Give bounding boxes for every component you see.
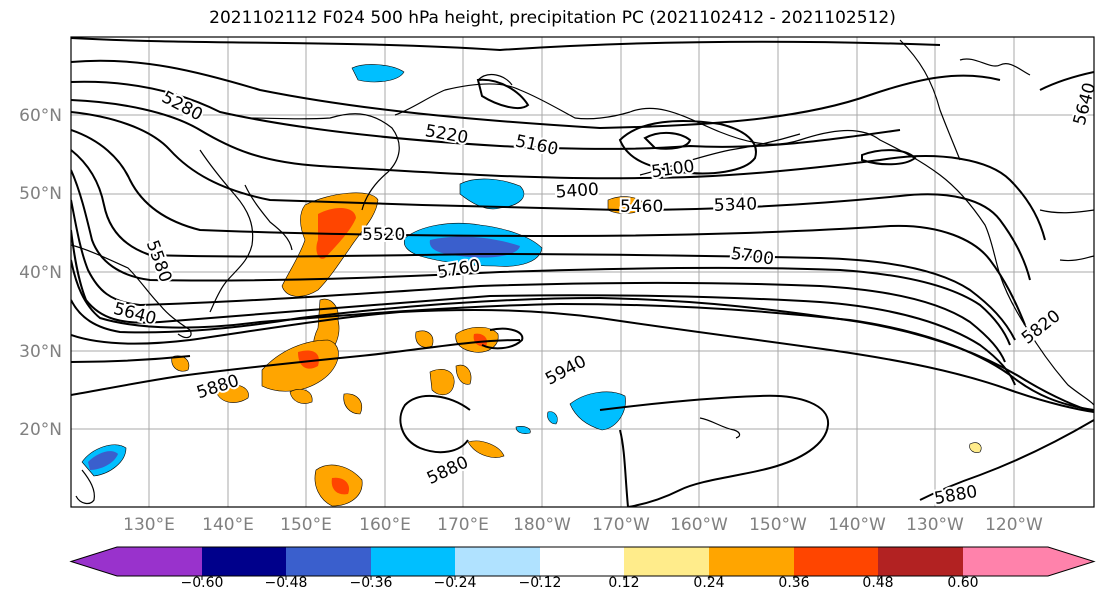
lon-label: 160°E: [359, 515, 411, 535]
precip-patch: [343, 393, 363, 415]
map-frame: [70, 36, 1095, 508]
lon-label: 180°W: [513, 515, 571, 535]
colorbar-swatch: [202, 547, 286, 576]
height-contours: [71, 37, 1094, 507]
precip-shading: [81, 64, 982, 507]
latitude-axis: 20°N 30°N 40°N 50°N 60°N: [19, 106, 62, 440]
precip-patch: [455, 364, 472, 385]
colorbar-tick-label: 0.36: [778, 575, 809, 591]
colorbar-swatch: [371, 547, 455, 576]
colorbar-swatch: [963, 547, 1048, 576]
precip-patch: [547, 411, 558, 425]
colorbar-tick-label: 0.12: [608, 575, 639, 591]
colorbar-swatch: [540, 547, 624, 576]
precip-patch: [467, 440, 505, 458]
lon-label: 150°W: [749, 515, 807, 535]
colorbar-tick-label: −0.48: [265, 575, 308, 591]
colorbar-tick-label: −0.60: [181, 575, 224, 591]
lon-label: 140°E: [202, 515, 254, 535]
precip-patch: [459, 178, 525, 210]
precip-patch: [415, 330, 434, 348]
gridlines: [71, 37, 1094, 507]
lon-label: 140°W: [828, 515, 886, 535]
precip-patch: [214, 384, 249, 403]
lat-label: 40°N: [19, 263, 62, 283]
colorbar-swatch: [878, 547, 963, 576]
colorbar-swatch: [794, 547, 878, 576]
colorbar-tick-label: 0.60: [947, 575, 978, 591]
precip-patch: [331, 477, 350, 495]
precip-patch: [289, 389, 313, 404]
contour-label: 5400: [555, 180, 600, 203]
lon-label: 130°W: [906, 515, 964, 535]
colorbar-extend-high: [1048, 547, 1094, 576]
precip-patch: [473, 333, 488, 347]
lon-label: 130°E: [123, 515, 175, 535]
colorbar: [69, 546, 1096, 580]
colorbar-tick-label: −0.24: [434, 575, 477, 591]
precip-patch: [88, 451, 118, 470]
colorbar-outline: [69, 546, 1096, 577]
colorbar-tick-label: 0.24: [693, 575, 724, 591]
lon-label: 150°E: [280, 515, 332, 535]
colorbar-tick-label: −0.12: [519, 575, 562, 591]
colorbar-swatch: [455, 547, 540, 576]
contour-label: 5340: [713, 194, 757, 215]
longitude-axis: 130°E 140°E 150°E 160°E 170°E 180°W 170°…: [123, 515, 1043, 535]
precip-patch: [515, 426, 531, 434]
precip-patch: [969, 442, 982, 453]
colorbar-tick-label: −0.36: [350, 575, 393, 591]
colorbar-swatch: [117, 547, 202, 576]
lon-label: 170°E: [437, 515, 489, 535]
contour-label: 5520: [362, 225, 405, 245]
colorbar-swatch: [709, 547, 794, 576]
lat-label: 50°N: [19, 184, 62, 204]
precip-patch: [429, 369, 455, 396]
lon-label: 170°W: [592, 515, 650, 535]
colorbar-swatch: [624, 547, 709, 576]
map-title: 2021102112 F024 500 hPa height, precipit…: [209, 8, 896, 28]
lat-label: 30°N: [19, 342, 62, 362]
colorbar-tick-label: 0.48: [862, 575, 893, 591]
lat-label: 60°N: [19, 106, 62, 126]
colorbar-ticks: −0.60 −0.48 −0.36 −0.24 −0.12 0.12 0.24 …: [181, 575, 979, 591]
contour-label: 5460: [620, 197, 663, 217]
precip-patch: [429, 236, 520, 258]
lon-label: 120°W: [985, 515, 1043, 535]
colorbar-swatch: [286, 547, 371, 576]
lon-label: 160°W: [670, 515, 728, 535]
lat-label: 20°N: [19, 420, 62, 440]
precip-patch: [261, 339, 339, 392]
precip-patch: [351, 64, 405, 83]
precip-patch: [569, 391, 626, 431]
precip-patch: [298, 350, 319, 369]
